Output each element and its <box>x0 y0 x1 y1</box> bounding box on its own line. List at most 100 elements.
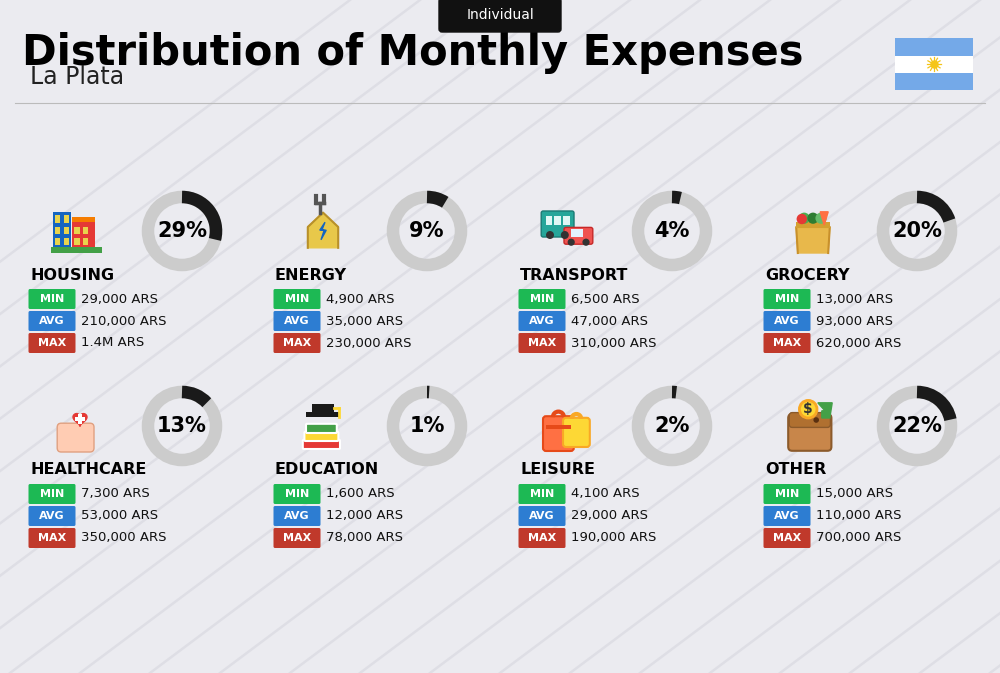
FancyBboxPatch shape <box>796 222 830 227</box>
FancyBboxPatch shape <box>789 413 830 427</box>
FancyBboxPatch shape <box>764 311 810 331</box>
Text: OTHER: OTHER <box>765 462 826 478</box>
Text: MAX: MAX <box>283 533 311 543</box>
FancyBboxPatch shape <box>51 248 102 252</box>
Text: 210,000 ARS: 210,000 ARS <box>81 314 166 328</box>
Text: 230,000 ARS: 230,000 ARS <box>326 336 412 349</box>
FancyBboxPatch shape <box>439 0 561 32</box>
Text: MIN: MIN <box>285 489 309 499</box>
Text: AVG: AVG <box>284 511 310 521</box>
FancyBboxPatch shape <box>274 289 320 309</box>
FancyBboxPatch shape <box>274 333 320 353</box>
FancyBboxPatch shape <box>764 484 810 504</box>
FancyBboxPatch shape <box>64 238 69 245</box>
FancyBboxPatch shape <box>78 414 82 424</box>
FancyBboxPatch shape <box>64 227 69 234</box>
Text: MIN: MIN <box>775 489 799 499</box>
FancyBboxPatch shape <box>895 56 973 73</box>
Text: MIN: MIN <box>40 489 64 499</box>
FancyBboxPatch shape <box>518 289 566 309</box>
Text: AVG: AVG <box>39 316 65 326</box>
FancyBboxPatch shape <box>274 311 320 331</box>
FancyBboxPatch shape <box>764 506 810 526</box>
Polygon shape <box>796 227 830 253</box>
Text: MAX: MAX <box>773 533 801 543</box>
FancyBboxPatch shape <box>518 333 566 353</box>
Circle shape <box>582 239 590 246</box>
Text: 29%: 29% <box>157 221 207 241</box>
FancyBboxPatch shape <box>306 413 340 417</box>
Text: 29,000 ARS: 29,000 ARS <box>571 509 648 522</box>
Text: HEALTHCARE: HEALTHCARE <box>30 462 146 478</box>
Text: 35,000 ARS: 35,000 ARS <box>326 314 403 328</box>
FancyBboxPatch shape <box>53 212 71 250</box>
Text: 620,000 ARS: 620,000 ARS <box>816 336 901 349</box>
FancyBboxPatch shape <box>74 227 80 234</box>
Text: 29,000 ARS: 29,000 ARS <box>81 293 158 306</box>
Text: AVG: AVG <box>284 316 310 326</box>
FancyBboxPatch shape <box>563 418 590 447</box>
Circle shape <box>813 417 819 423</box>
FancyBboxPatch shape <box>764 289 810 309</box>
Text: 20%: 20% <box>892 221 942 241</box>
Text: 1.4M ARS: 1.4M ARS <box>81 336 144 349</box>
FancyBboxPatch shape <box>518 311 566 331</box>
FancyBboxPatch shape <box>72 221 95 250</box>
Text: AVG: AVG <box>529 511 555 521</box>
FancyBboxPatch shape <box>564 227 593 244</box>
FancyBboxPatch shape <box>518 484 566 504</box>
FancyBboxPatch shape <box>788 414 831 451</box>
Circle shape <box>797 214 807 224</box>
Text: ENERGY: ENERGY <box>275 267 347 283</box>
Circle shape <box>799 400 817 418</box>
FancyBboxPatch shape <box>541 211 574 237</box>
Text: 9%: 9% <box>409 221 445 241</box>
Text: AVG: AVG <box>774 316 800 326</box>
FancyBboxPatch shape <box>764 528 810 548</box>
Polygon shape <box>320 222 326 240</box>
Text: 12,000 ARS: 12,000 ARS <box>326 509 403 522</box>
FancyBboxPatch shape <box>518 528 566 548</box>
Text: EDUCATION: EDUCATION <box>275 462 379 478</box>
Text: MAX: MAX <box>773 338 801 348</box>
FancyBboxPatch shape <box>28 311 76 331</box>
Text: 22%: 22% <box>892 416 942 436</box>
FancyBboxPatch shape <box>303 439 340 449</box>
Text: MIN: MIN <box>530 489 554 499</box>
Text: MIN: MIN <box>530 294 554 304</box>
FancyBboxPatch shape <box>28 289 76 309</box>
Text: MAX: MAX <box>38 338 66 348</box>
Text: Distribution of Monthly Expenses: Distribution of Monthly Expenses <box>22 32 804 74</box>
Circle shape <box>561 231 569 239</box>
Text: MAX: MAX <box>283 338 311 348</box>
Text: 190,000 ARS: 190,000 ARS <box>571 532 656 544</box>
Text: 6,500 ARS: 6,500 ARS <box>571 293 640 306</box>
Circle shape <box>799 213 810 224</box>
FancyBboxPatch shape <box>895 73 973 90</box>
Text: 2%: 2% <box>654 416 690 436</box>
Circle shape <box>815 213 827 224</box>
FancyBboxPatch shape <box>563 216 570 225</box>
FancyBboxPatch shape <box>28 506 76 526</box>
FancyBboxPatch shape <box>72 217 95 222</box>
Text: 13%: 13% <box>157 416 207 436</box>
FancyBboxPatch shape <box>28 484 76 504</box>
FancyBboxPatch shape <box>28 333 76 353</box>
FancyBboxPatch shape <box>764 333 810 353</box>
FancyBboxPatch shape <box>274 484 320 504</box>
Text: 93,000 ARS: 93,000 ARS <box>816 314 893 328</box>
FancyBboxPatch shape <box>55 215 60 223</box>
Text: MAX: MAX <box>528 338 556 348</box>
Text: MIN: MIN <box>40 294 64 304</box>
FancyBboxPatch shape <box>312 404 334 413</box>
FancyBboxPatch shape <box>64 215 69 223</box>
Text: 350,000 ARS: 350,000 ARS <box>81 532 166 544</box>
FancyBboxPatch shape <box>304 432 338 441</box>
FancyBboxPatch shape <box>306 424 337 433</box>
Text: AVG: AVG <box>774 511 800 521</box>
Text: 13,000 ARS: 13,000 ARS <box>816 293 893 306</box>
Polygon shape <box>73 414 87 426</box>
FancyBboxPatch shape <box>83 227 88 234</box>
FancyBboxPatch shape <box>57 423 94 452</box>
Polygon shape <box>820 212 828 225</box>
